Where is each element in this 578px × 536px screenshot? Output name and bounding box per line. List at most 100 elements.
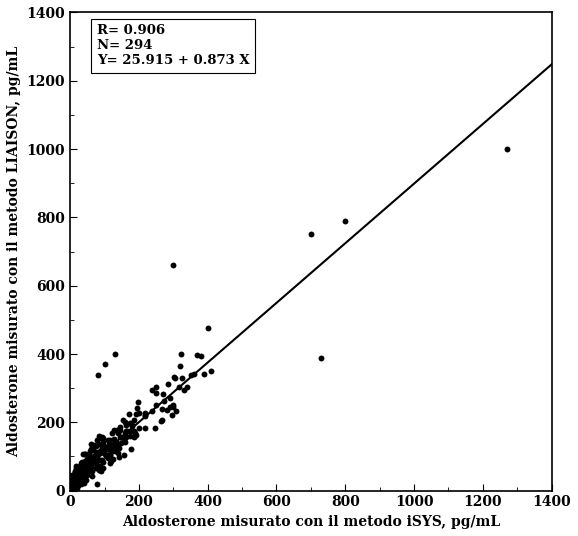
- Point: [98, 432, 107, 441]
- Point: [87, 472, 97, 480]
- Point: [176, 350, 186, 359]
- Point: [176, 362, 185, 370]
- Point: [95, 466, 104, 474]
- Point: [79, 479, 88, 487]
- Point: [87, 466, 96, 475]
- Point: [190, 369, 199, 378]
- Point: [127, 444, 136, 453]
- Point: [95, 456, 105, 464]
- Point: [79, 471, 88, 479]
- Point: [91, 442, 101, 450]
- Point: [90, 452, 99, 460]
- Point: [71, 469, 80, 478]
- Point: [206, 367, 216, 376]
- Point: [108, 455, 117, 463]
- Point: [203, 324, 212, 333]
- Point: [132, 409, 141, 418]
- Point: [127, 422, 136, 430]
- Point: [68, 474, 77, 483]
- Point: [75, 465, 84, 474]
- Point: [69, 476, 78, 485]
- Point: [91, 455, 101, 463]
- Point: [106, 436, 115, 444]
- Point: [72, 471, 81, 480]
- Point: [67, 485, 76, 493]
- Point: [171, 407, 180, 415]
- Point: [131, 430, 140, 439]
- Point: [67, 480, 76, 489]
- Point: [80, 472, 90, 481]
- Point: [88, 445, 98, 454]
- Point: [67, 485, 76, 493]
- Point: [85, 464, 94, 473]
- Point: [113, 428, 123, 437]
- Point: [69, 470, 79, 479]
- Point: [78, 465, 87, 474]
- Point: [96, 446, 105, 455]
- Point: [151, 382, 161, 391]
- Point: [306, 230, 316, 239]
- Point: [70, 481, 79, 490]
- Point: [111, 447, 120, 456]
- Point: [76, 459, 86, 467]
- Point: [71, 471, 80, 479]
- Point: [80, 461, 89, 470]
- Point: [68, 471, 77, 479]
- Point: [105, 450, 114, 458]
- Point: [70, 479, 79, 487]
- Point: [95, 433, 104, 442]
- Point: [84, 453, 94, 462]
- Y-axis label: Aldosterone misurato con il metodo LIAISON, pg/mL: Aldosterone misurato con il metodo LIAIS…: [7, 46, 21, 457]
- Point: [69, 478, 78, 487]
- Point: [84, 450, 94, 459]
- Point: [67, 476, 76, 485]
- Point: [92, 459, 101, 467]
- Point: [120, 451, 129, 459]
- Point: [67, 481, 76, 490]
- Point: [97, 466, 106, 475]
- Point: [81, 470, 90, 478]
- Point: [98, 448, 108, 456]
- Point: [72, 479, 81, 487]
- Point: [162, 406, 172, 414]
- Point: [100, 441, 109, 450]
- Point: [77, 458, 87, 466]
- Point: [340, 217, 350, 225]
- Point: [85, 453, 94, 461]
- Point: [69, 475, 78, 483]
- Point: [83, 461, 92, 470]
- Point: [110, 349, 120, 358]
- Point: [106, 450, 115, 459]
- Point: [105, 459, 114, 467]
- Point: [114, 453, 124, 461]
- Point: [94, 440, 103, 448]
- Point: [127, 421, 136, 430]
- Point: [87, 453, 97, 461]
- Point: [157, 405, 166, 413]
- Point: [69, 480, 78, 488]
- Point: [96, 462, 105, 471]
- Point: [94, 456, 103, 464]
- Point: [73, 478, 83, 486]
- Point: [67, 477, 76, 486]
- Point: [76, 467, 85, 475]
- Point: [76, 461, 86, 470]
- Point: [169, 373, 179, 382]
- Point: [140, 409, 149, 418]
- Point: [86, 440, 95, 449]
- Point: [169, 261, 178, 270]
- Point: [97, 433, 106, 442]
- Point: [108, 429, 117, 437]
- Point: [98, 434, 108, 442]
- Point: [72, 468, 81, 477]
- Point: [91, 452, 100, 460]
- Point: [90, 441, 99, 449]
- Point: [122, 433, 131, 441]
- Point: [68, 474, 77, 482]
- Point: [186, 370, 195, 379]
- Point: [80, 466, 89, 474]
- Point: [96, 449, 105, 458]
- Point: [116, 439, 125, 448]
- Point: [103, 444, 112, 453]
- Point: [109, 435, 118, 443]
